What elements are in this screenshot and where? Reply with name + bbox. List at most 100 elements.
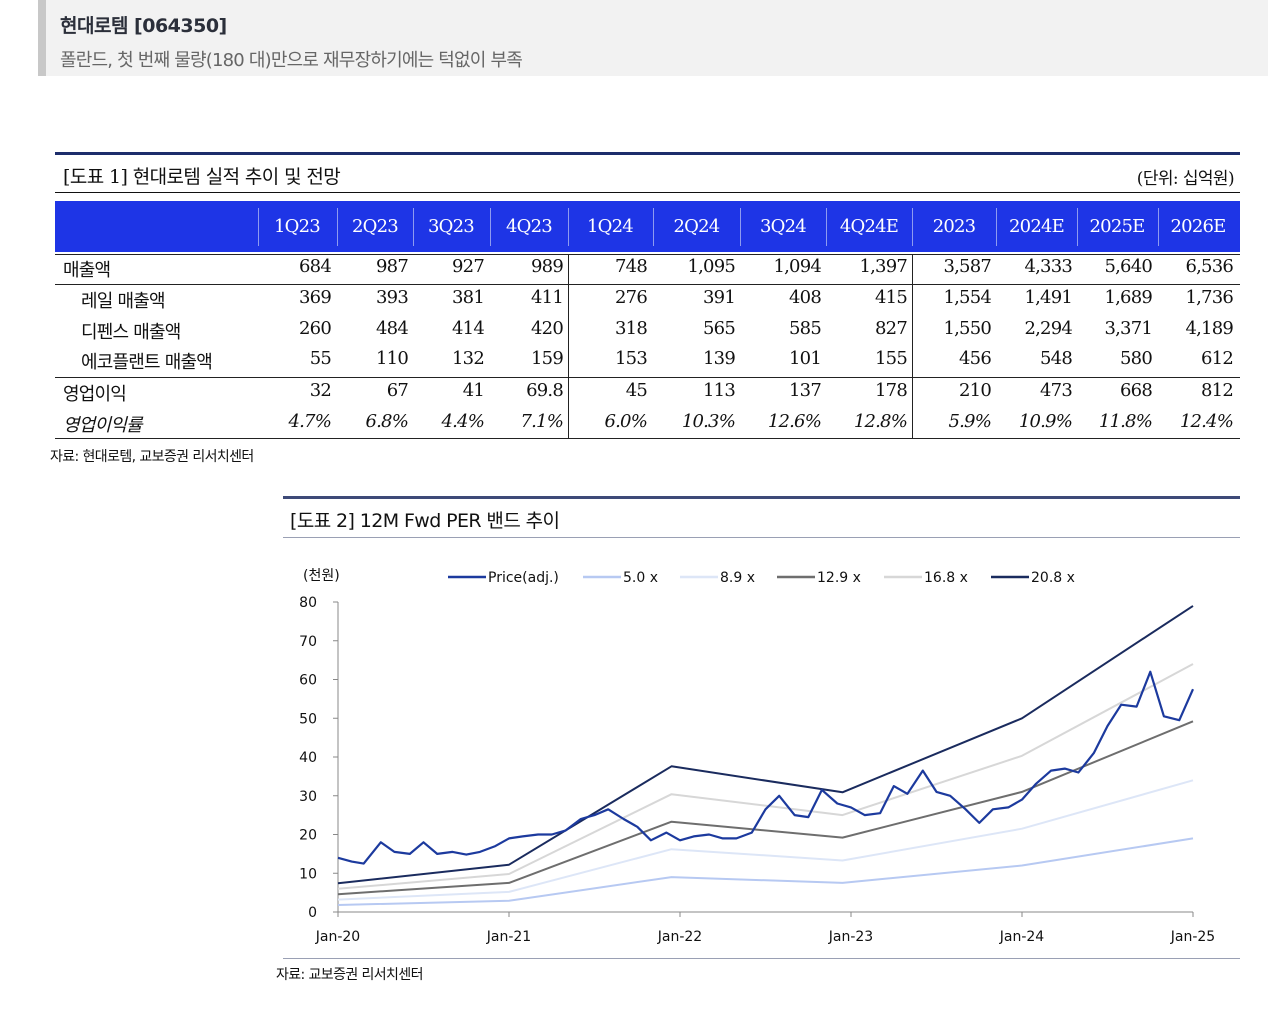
table1-cell: 6.0% [604, 411, 647, 432]
header-divider [258, 208, 259, 246]
y-tick-label: 80 [299, 595, 317, 611]
table-row-rule [55, 254, 1240, 255]
header-divider [912, 208, 913, 246]
table1-col-header: 2026E [1170, 216, 1227, 237]
table1-col-header: 2Q23 [352, 216, 399, 237]
table1-row-label: 에코플랜트 매출액 [81, 352, 213, 373]
header-divider [413, 208, 414, 246]
table1-row-label: 레일 매출액 [81, 291, 166, 312]
table1-cell: 153 [615, 348, 648, 369]
header-accent-bar [38, 0, 46, 76]
period-separator [912, 255, 913, 438]
table1-cell: 12.4% [1179, 411, 1234, 432]
table1-cell: 32 [309, 380, 332, 401]
table1-cell: 684 [299, 256, 332, 277]
y-tick-label: 30 [299, 789, 317, 805]
legend-label: 8.9 x [720, 570, 755, 586]
table1-cell: 155 [875, 348, 908, 369]
table1-cell: 11.8% [1098, 411, 1153, 432]
table1-cell: 3,371 [1104, 318, 1152, 339]
series-line-band89 [337, 779, 1194, 901]
table1-col-header: 1Q23 [274, 216, 321, 237]
series-line-band129 [337, 720, 1194, 896]
y-tick-label: 50 [299, 711, 317, 727]
y-axis-label: (천원) [303, 568, 340, 584]
y-tick-label: 20 [299, 828, 317, 844]
table1-cell: 4,333 [1024, 256, 1072, 277]
table1-cell: 4,189 [1185, 318, 1233, 339]
table1-cell: 827 [875, 318, 908, 339]
table1-cell: 484 [376, 318, 409, 339]
y-tick-label: 10 [299, 866, 317, 882]
table1-cell: 139 [703, 348, 736, 369]
table1-cell: 812 [1201, 380, 1234, 401]
table1-cell: 473 [1040, 380, 1073, 401]
table1-cell: 55 [309, 348, 332, 369]
legend-label: 12.9 x [817, 570, 861, 586]
table1-col-header: 3Q24 [760, 216, 807, 237]
period-separator [568, 255, 569, 438]
table1-col-header: 3Q23 [428, 216, 475, 237]
header-divider [1077, 208, 1078, 246]
table-row-rule [55, 438, 1240, 439]
series-line-price [337, 670, 1195, 865]
table1-cell: 132 [452, 348, 485, 369]
table1-cell: 1,736 [1185, 287, 1233, 308]
table1-cell: 989 [531, 256, 564, 277]
table1-cell: 1,689 [1104, 287, 1152, 308]
per-band-chart: 0 10 20 30 40 50 60 70 80 (천원) Jan-20 Jan-21 Jan-22 J… [299, 568, 1215, 945]
table1-cell: 45 [625, 380, 648, 401]
table1-top-rule [55, 152, 1240, 155]
table1-cell: 1,094 [773, 256, 821, 277]
table1-cell: 12.8% [853, 411, 908, 432]
table1-row-label: 매출액 [63, 260, 111, 281]
table1-title-rule [55, 192, 1240, 193]
table1-cell: 612 [1201, 348, 1234, 369]
table1-row-label: 디펜스 매출액 [81, 322, 181, 343]
table1-cell: 408 [789, 287, 822, 308]
chart-title: [도표 2] 12M Fwd PER 밴드 추이 [290, 510, 560, 532]
series-line-band208 [337, 605, 1194, 885]
table1-header-row [55, 201, 1240, 252]
report-subtitle: 폴란드, 첫 번째 물량(180 대)만으로 재무장하기에는 턱없이 부족 [60, 50, 523, 71]
table1-row-label: 영업이익 [63, 384, 127, 405]
chart-source: 자료: 교보증권 리서치센터 [276, 967, 424, 983]
table1-cell: 41 [462, 380, 485, 401]
table1-cell: 6,536 [1185, 256, 1233, 277]
table1-cell: 276 [615, 287, 648, 308]
header-divider [826, 208, 827, 246]
chart-top-rule [283, 496, 1240, 499]
table1-title: [도표 1] 현대로템 실적 추이 및 전망 [63, 166, 341, 188]
table1-col-header: 2023 [932, 216, 976, 237]
header-divider [653, 208, 654, 246]
x-tick-label: Jan-23 [828, 929, 873, 945]
table1-cell: 5,640 [1104, 256, 1152, 277]
legend-label: 20.8 x [1031, 570, 1075, 586]
table1-cell: 548 [1040, 348, 1073, 369]
table1-cell: 1,397 [859, 256, 907, 277]
y-tick-label: 60 [299, 673, 317, 689]
header-divider [996, 208, 997, 246]
header-divider [1158, 208, 1159, 246]
table1-cell: 393 [376, 287, 409, 308]
table1-cell: 927 [452, 256, 485, 277]
table1-cell: 159 [531, 348, 564, 369]
legend-label: 16.8 x [924, 570, 968, 586]
table1-cell: 7.1% [520, 411, 563, 432]
table1-cell: 414 [452, 318, 485, 339]
table1-col-header: 4Q24E [839, 216, 899, 237]
report-header [38, 0, 1268, 76]
table1-cell: 260 [299, 318, 332, 339]
table1-cell: 748 [615, 256, 648, 277]
table1-cell: 668 [1120, 380, 1153, 401]
y-tick-label: 0 [308, 905, 317, 921]
table1-cell: 210 [959, 380, 992, 401]
table1-col-header: 2Q24 [673, 216, 721, 237]
table1-cell: 456 [959, 348, 992, 369]
table-row-rule [55, 377, 1240, 378]
table1-cell: 565 [703, 318, 736, 339]
y-tick-label: 70 [299, 634, 317, 650]
table1-cell: 110 [376, 348, 409, 369]
chart-bottom-rule [283, 958, 1240, 959]
header-divider [490, 208, 491, 246]
